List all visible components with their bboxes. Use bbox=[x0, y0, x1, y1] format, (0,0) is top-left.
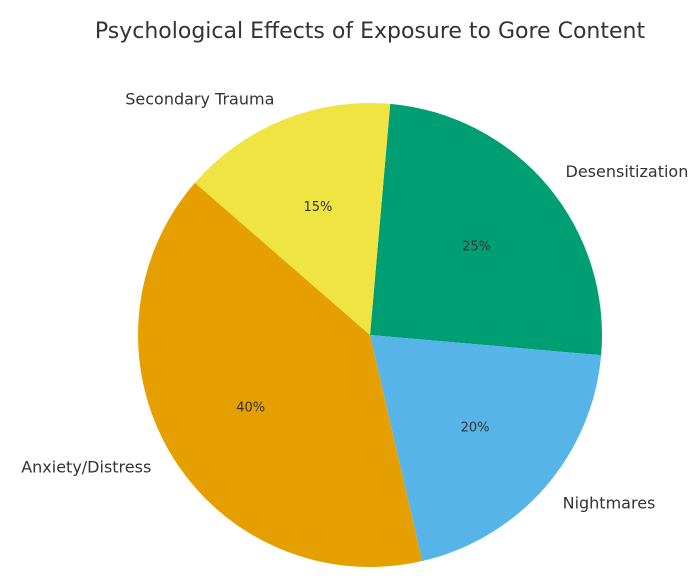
pie-slice-desensitization bbox=[370, 103, 603, 356]
pie-pct-label-desensitization: 25% bbox=[462, 240, 491, 255]
pie-slice-secondary-trauma bbox=[194, 102, 391, 335]
pie-label-desensitization: Desensitization bbox=[566, 162, 689, 181]
pie-pct-label-secondary-trauma: 15% bbox=[303, 200, 332, 215]
pie-label-secondary-trauma: Secondary Trauma bbox=[125, 89, 274, 108]
pie-pct-label-nightmares: 20% bbox=[461, 420, 490, 435]
pie-label-nightmares: Nightmares bbox=[563, 493, 656, 512]
pie-labels: 25% Desensitization 20% Nightmares 40% Anxiet… bbox=[21, 89, 688, 512]
pie-slice-anxiety-distress bbox=[138, 182, 423, 567]
pie-pct-label-anxiety-distress: 40% bbox=[236, 401, 265, 416]
chart-title: Psychological Effects of Exposure to Gor… bbox=[95, 19, 646, 44]
pie-slice-nightmares bbox=[370, 335, 602, 562]
pie-label-anxiety-distress: Anxiety/Distress bbox=[21, 457, 151, 476]
pie-slices bbox=[138, 102, 603, 567]
